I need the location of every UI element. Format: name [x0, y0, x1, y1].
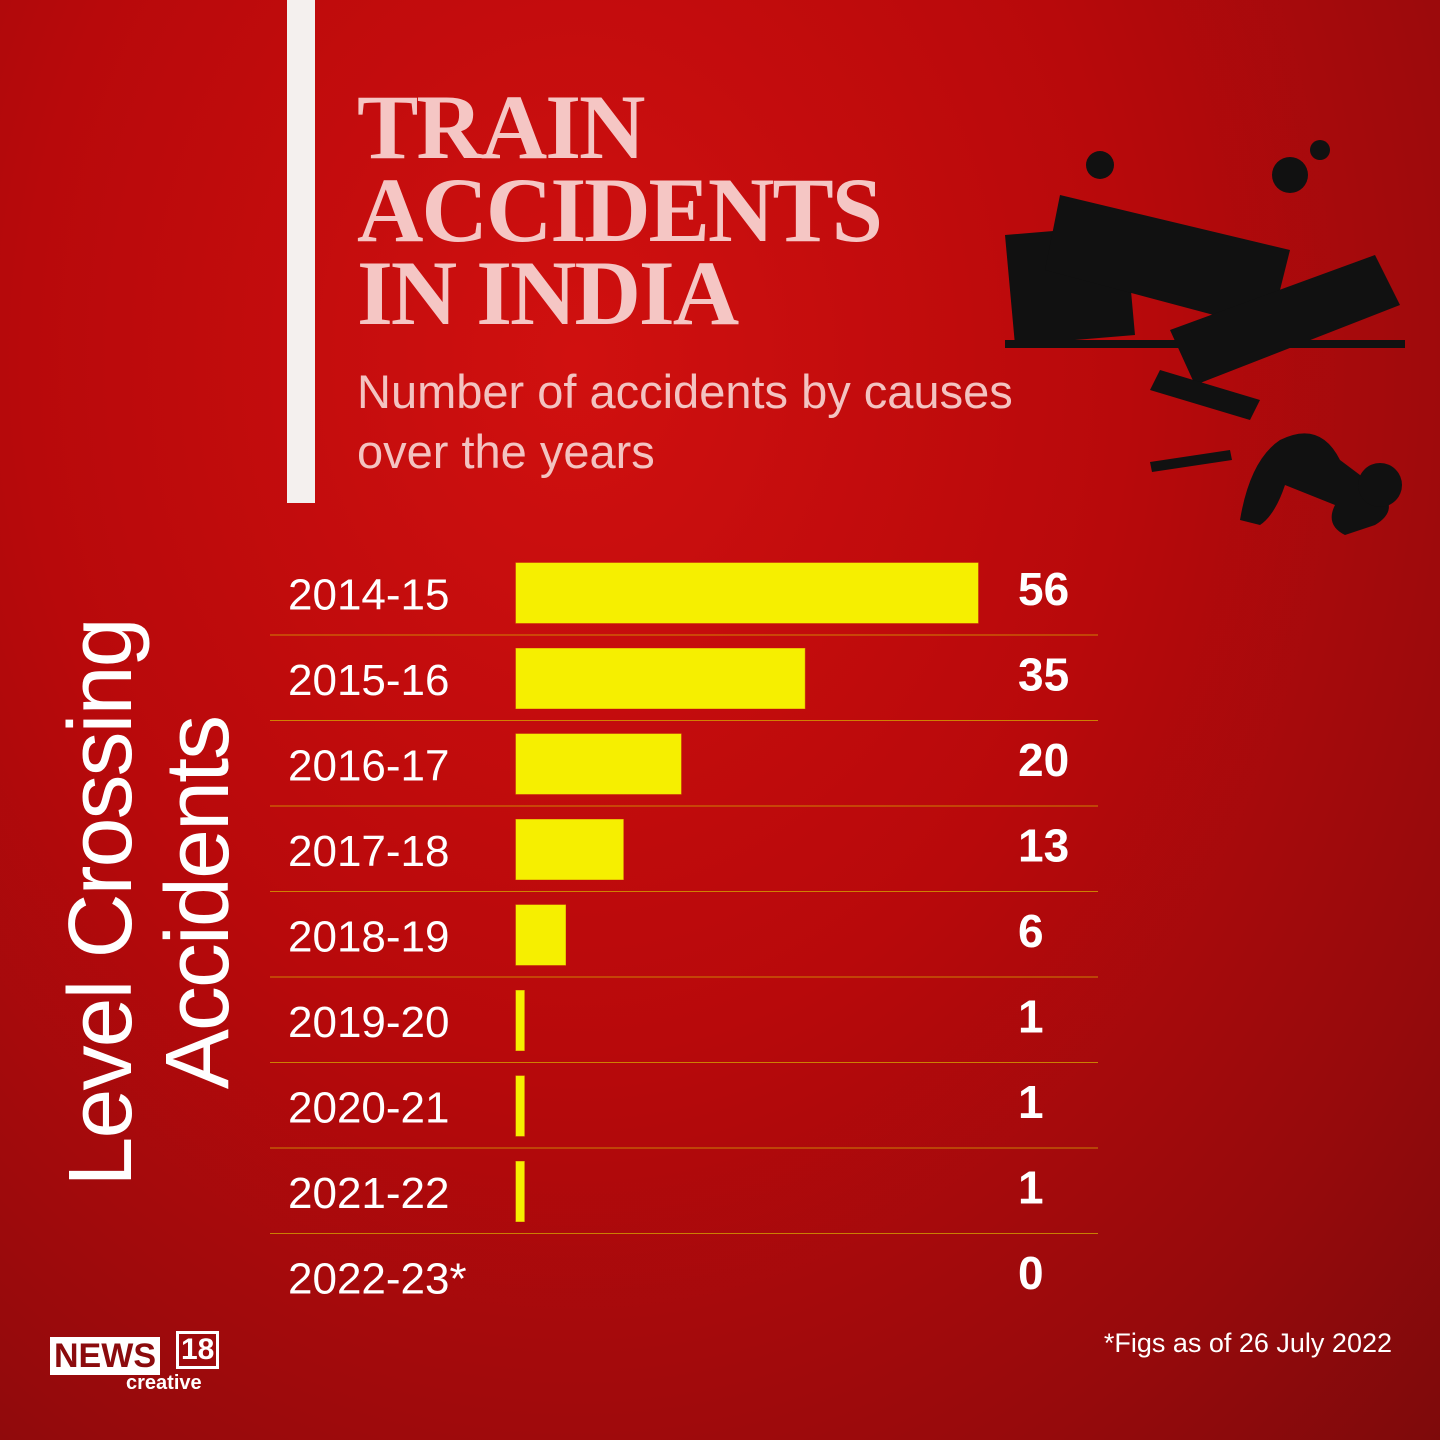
bar: [515, 733, 682, 795]
value-label: 1: [1018, 1076, 1044, 1128]
title: TRAIN ACCIDENTS IN INDIA: [357, 76, 883, 344]
bar: [515, 1075, 525, 1137]
category-label: 2017-18: [288, 827, 449, 876]
bar: [515, 1161, 525, 1222]
category-label: 2014-15: [288, 571, 449, 620]
logo-sub: creative: [126, 1372, 202, 1394]
accent-bar: [287, 0, 315, 503]
logo-number: 18: [176, 1331, 220, 1369]
side-label: Level Crossing Accidents: [51, 619, 248, 1187]
bar: [515, 562, 979, 624]
subtitle: Number of accidents by causes over the y…: [357, 365, 1013, 478]
category-label: 2015-16: [288, 656, 449, 705]
category-label: 2021-22: [288, 1169, 449, 1218]
category-label: 2022-23*: [288, 1255, 467, 1304]
category-label: 2016-17: [288, 742, 449, 791]
bar: [515, 819, 624, 880]
value-label: 1: [1018, 1162, 1044, 1214]
bar: [515, 990, 525, 1051]
footnote: *Figs as of 26 July 2022: [1103, 1328, 1392, 1358]
value-label: 35: [1018, 649, 1069, 701]
category-label: 2018-19: [288, 913, 449, 962]
value-label: 6: [1018, 905, 1044, 957]
bar: [515, 904, 566, 966]
value-label: 56: [1018, 563, 1069, 615]
value-label: 1: [1018, 991, 1044, 1043]
value-label: 20: [1018, 734, 1069, 786]
crash-icon: [1005, 140, 1405, 535]
value-label: 13: [1018, 820, 1069, 872]
bar: [515, 648, 806, 709]
category-label: 2019-20: [288, 998, 449, 1047]
logo-main: NEWS: [50, 1337, 160, 1375]
category-label: 2020-21: [288, 1084, 449, 1133]
value-label: 0: [1018, 1247, 1044, 1299]
